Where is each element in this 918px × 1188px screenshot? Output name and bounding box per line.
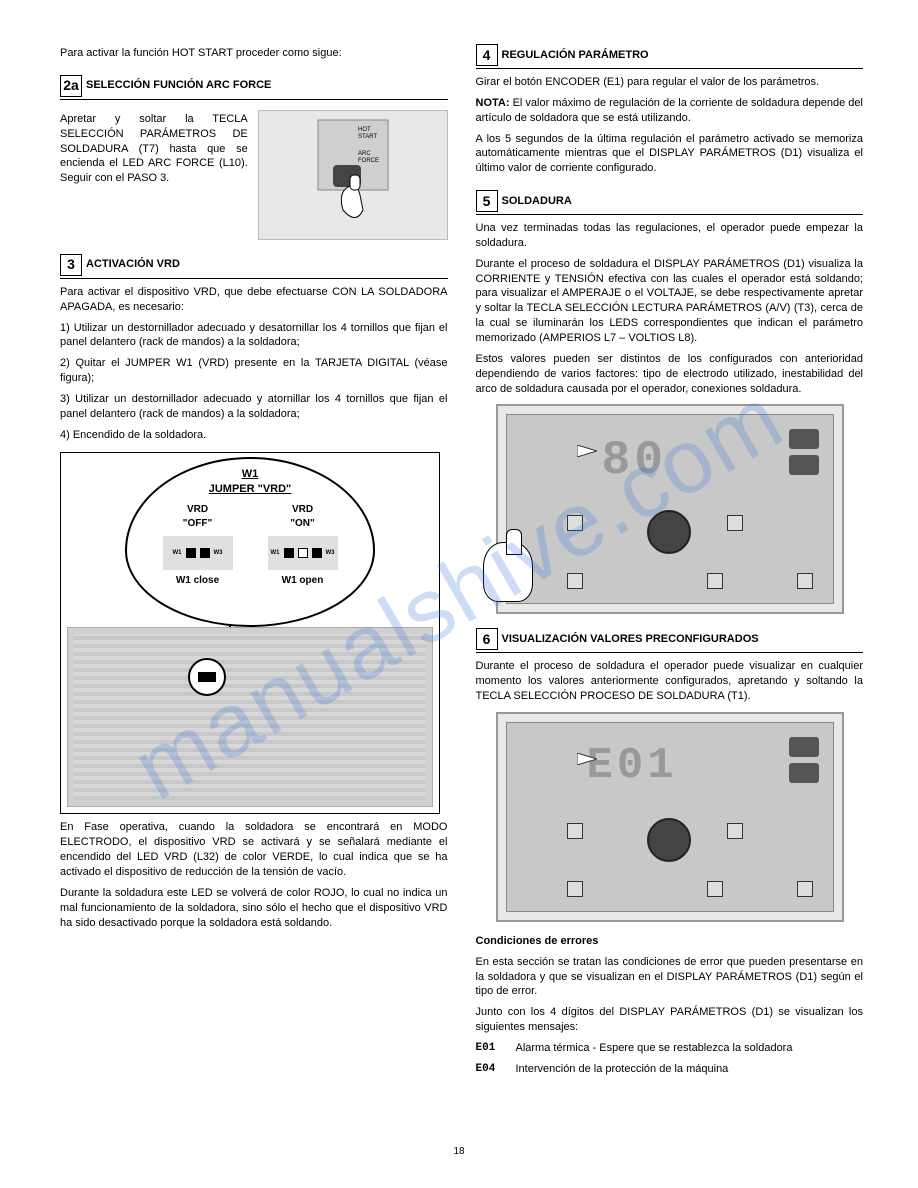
mem-button-2	[789, 737, 819, 757]
step-4-note-label: NOTA:	[476, 97, 510, 109]
error-code-1: E01	[476, 1041, 510, 1056]
errors-intro2: Junto con los 4 dígitos del DISPLAY PARÁ…	[476, 1005, 864, 1035]
jumper-off-caption: W1 close	[163, 574, 233, 588]
step-3-item-2: 2) Quitar el JUMPER W1 (VRD) presente en…	[60, 356, 448, 386]
pcb-image	[67, 627, 433, 807]
step-3-body2: En Fase operativa, cuando la soldadora s…	[60, 820, 448, 879]
step-3-item-4-text: Encendido de la soldadora.	[73, 429, 206, 441]
page-columns: Para activar la función HOT START proced…	[60, 40, 863, 1083]
hand-icon	[483, 542, 533, 602]
step-5-title: SOLDADURA	[502, 194, 572, 209]
error-code-2: E04	[476, 1062, 510, 1077]
step-3-head: 3 ACTIVACIÓN VRD	[60, 250, 448, 279]
svg-text:FORCE: FORCE	[358, 158, 379, 164]
error-desc-2: Intervención de la protección de la máqu…	[516, 1062, 729, 1077]
jumper-balloon: W1JUMPER "VRD" VRD "OFF" W1 W3 W1 close	[125, 457, 375, 627]
step-3-body3: Durante la soldadura este LED se volverá…	[60, 886, 448, 931]
step-4-number: 4	[476, 44, 498, 66]
pin-w3: W3	[214, 549, 223, 557]
step-6-number: 6	[476, 628, 498, 650]
encoder-knob	[647, 510, 691, 554]
step-4-note-text: El valor máximo de regulación de la corr…	[476, 97, 864, 124]
step-3-number: 3	[60, 254, 82, 276]
right-column: 4 REGULACIÓN PARÁMETRO Girar el botón EN…	[476, 40, 864, 1083]
step-4-head: 4 REGULACIÓN PARÁMETRO	[476, 40, 864, 69]
error-row-2: E04 Intervención de la protección de la …	[476, 1062, 864, 1077]
jumper-off-col: VRD "OFF" W1 W3 W1 close	[163, 503, 233, 588]
step-5-head: 5 SOLDADURA	[476, 186, 864, 215]
errors-intro: En esta sección se tratan las condicione…	[476, 955, 864, 1000]
pin-w1b: W1	[271, 549, 280, 557]
pin-w3b: W3	[326, 549, 335, 557]
pin-w1: W1	[173, 549, 182, 557]
error-row-1: E01 Alarma térmica - Espere que se resta…	[476, 1041, 864, 1056]
vrd-off-label2: "OFF"	[163, 517, 233, 531]
step-3-item-1: 1) Utilizar un destornillador adecuado y…	[60, 321, 448, 351]
left-column: Para activar la función HOT START proced…	[60, 40, 448, 1083]
vrd-on-label1: VRD	[268, 503, 338, 517]
step-6-head: 6 VISUALIZACIÓN VALORES PRECONFIGURADOS	[476, 624, 864, 653]
mem-button	[789, 429, 819, 449]
step-3-item-4: 4) Encendido de la soldadora.	[60, 428, 448, 443]
error-desc-1: Alarma térmica - Espere que se restablez…	[516, 1041, 793, 1056]
prg-button	[789, 455, 819, 475]
arrow-icon-2	[577, 753, 597, 765]
step-4-body2: A los 5 segundos de la última regulación…	[476, 132, 864, 177]
encoder-knob-2	[647, 818, 691, 862]
step-5-body1: Una vez terminadas todas las regulacione…	[476, 221, 864, 251]
step-3-item-3: 3) Utilizar un destornillador adecuado y…	[60, 392, 448, 422]
prg-button-2	[789, 763, 819, 783]
vrd-on-label2: "ON"	[268, 517, 338, 531]
step-2a-head: 2a SELECCIÓN FUNCIÓN ARC FORCE	[60, 71, 448, 100]
step-4-title: REGULACIÓN PARÁMETRO	[502, 48, 649, 63]
page-footer: 18	[0, 1145, 918, 1159]
panel-display-2: E01	[587, 737, 678, 796]
step-2a-number: 2a	[60, 75, 82, 97]
arcforce-icon: HOT START ARC FORCE	[308, 115, 398, 235]
arrow-icon	[577, 445, 597, 457]
jumper-on-col: VRD "ON" W1 W3 W1 open	[268, 503, 338, 588]
vrd-off-label1: VRD	[163, 503, 233, 517]
control-panel-image-2: E01	[496, 712, 844, 922]
panel-display-1: 80	[602, 429, 668, 494]
step-6-title: VISUALIZACIÓN VALORES PRECONFIGURADOS	[502, 632, 759, 647]
step-4-note: NOTA: El valor máximo de regulación de l…	[476, 96, 864, 126]
jumper-diagram: W1JUMPER "VRD" VRD "OFF" W1 W3 W1 close	[61, 453, 439, 813]
arcforce-button-image: HOT START ARC FORCE	[258, 110, 448, 240]
jumper-title: W1JUMPER "VRD"	[145, 467, 355, 497]
step-5-body2: Durante el proceso de soldadura el DISPL…	[476, 257, 864, 346]
jumper-diagram-box: W1JUMPER "VRD" VRD "OFF" W1 W3 W1 close	[60, 452, 440, 814]
step-2a-body: Apretar y soltar la TECLA SELECCIÓN PARÁ…	[60, 112, 248, 234]
intro-text: Para activar la función HOT START proced…	[60, 46, 448, 61]
errors-heading: Condiciones de errores	[476, 934, 864, 949]
svg-text:HOT: HOT	[358, 127, 371, 133]
step-4-body: Girar el botón ENCODER (E1) para regular…	[476, 75, 864, 90]
step-5-body3: Estos valores pueden ser distintos de lo…	[476, 352, 864, 397]
step-2a-title: SELECCIÓN FUNCIÓN ARC FORCE	[86, 78, 271, 93]
jumper-off-icon: W1 W3	[163, 536, 233, 570]
step-3-item-2-text: Quitar el JUMPER W1 (VRD) presente en la…	[60, 357, 448, 384]
step-3-title: ACTIVACIÓN VRD	[86, 257, 180, 272]
jumper-on-caption: W1 open	[268, 574, 338, 588]
control-panel-image-1: 80	[496, 404, 844, 614]
step-3-item-3-text: Utilizar un destornillador adecuado y at…	[60, 393, 447, 420]
svg-text:START: START	[358, 134, 377, 140]
svg-text:ARC: ARC	[358, 151, 371, 157]
step-5-number: 5	[476, 190, 498, 212]
step-2a-body-row: Apretar y soltar la TECLA SELECCIÓN PARÁ…	[60, 106, 448, 240]
step-6-body1: Durante el proceso de soldadura el opera…	[476, 659, 864, 704]
step-3-item-1-text: Utilizar un destornillador adecuado y de…	[60, 322, 448, 349]
step-3-body1: Para activar el dispositivo VRD, que deb…	[60, 285, 448, 315]
jumper-on-icon: W1 W3	[268, 536, 338, 570]
